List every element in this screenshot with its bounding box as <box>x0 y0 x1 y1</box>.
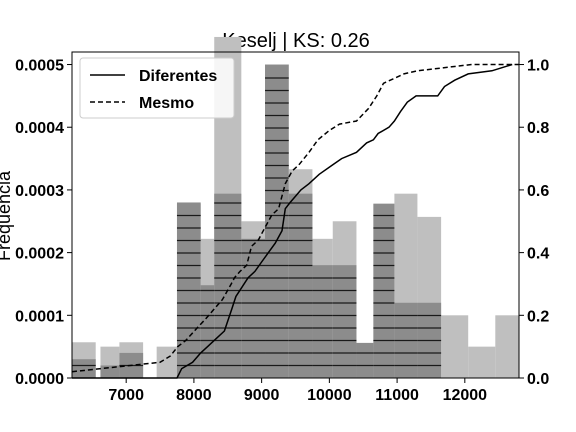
y-left-tick-label-2: 0.0002 <box>15 246 64 263</box>
y-left-tick-label-4: 0.0004 <box>15 120 64 137</box>
legend-item-mesmo: Mesmo <box>139 95 194 112</box>
histogram-solid-bar-18 <box>495 315 519 378</box>
histogram-hatched-bar-14 <box>417 302 442 378</box>
legend-item-diferentes: Diferentes <box>139 68 217 85</box>
histogram-hatched-bar-6 <box>241 238 266 378</box>
legend-box <box>79 57 235 119</box>
histogram-hatched-bars <box>72 64 442 379</box>
plot-frame <box>71 51 520 379</box>
y-axis-left-ticks: 0.0000 0.0001 0.0002 0.0003 0.0004 0.0005 <box>15 58 72 388</box>
y-axis-right-ticks: 0.0 0.2 0.4 0.6 0.8 1.0 <box>519 58 549 388</box>
histogram-hatched-bar-7 <box>265 64 289 379</box>
x-tick-label-1: 8000 <box>176 387 212 404</box>
histogram-hatched-bar-11 <box>356 342 374 378</box>
legend: Diferentes Mesmo <box>79 57 235 119</box>
y-left-tick-label-1: 0.0001 <box>15 308 64 325</box>
x-tick-label-0: 7000 <box>108 387 144 404</box>
y-left-tick-label-5: 0.0005 <box>15 58 64 75</box>
histogram-solid-bar-17 <box>468 346 496 378</box>
x-tick-label-5: 12000 <box>443 387 488 404</box>
histogram-hatched-bar-13 <box>394 302 418 378</box>
y-left-tick-label-0: 0.0000 <box>15 371 64 388</box>
cdf-line-mesmo <box>71 63 519 373</box>
x-tick-label-3: 10000 <box>307 387 352 404</box>
y-left-tick-label-3: 0.0003 <box>15 183 64 200</box>
histogram-hatched-bar-3 <box>176 202 201 378</box>
x-tick-label-4: 11000 <box>375 387 419 404</box>
y-right-tick-label-3: 0.6 <box>527 183 549 200</box>
histogram-hatched-bar-9 <box>312 265 333 378</box>
histogram-hatched-bar-5 <box>214 193 242 378</box>
histogram-hatched-bar-10 <box>332 265 357 378</box>
y-right-tick-label-5: 1.0 <box>527 58 549 75</box>
cdf-lines <box>71 63 519 379</box>
histogram-hatched-bar-8 <box>288 193 313 378</box>
cdf-line-diferentes <box>72 63 513 379</box>
histogram-hatched-bar-0 <box>72 359 96 378</box>
histogram-solid-bar-3 <box>156 346 177 378</box>
histogram-hatched-bar-12 <box>373 203 395 378</box>
x-tick-label-2: 9000 <box>244 387 280 404</box>
y-right-tick-label-4: 0.8 <box>527 120 549 137</box>
y-right-tick-label-0: 0.0 <box>527 371 549 388</box>
x-axis-ticks: 7000 8000 9000 10000 11000 12000 <box>108 378 487 404</box>
chart-title: Keselj | KS: 0.26 <box>222 30 370 52</box>
y-right-tick-label-2: 0.4 <box>527 246 549 263</box>
y-axis-label: Frequência <box>0 170 14 261</box>
histogram-hatched-bar-4 <box>200 285 215 378</box>
histogram-solid-bar-16 <box>441 315 469 378</box>
y-right-tick-label-1: 0.2 <box>527 308 549 325</box>
